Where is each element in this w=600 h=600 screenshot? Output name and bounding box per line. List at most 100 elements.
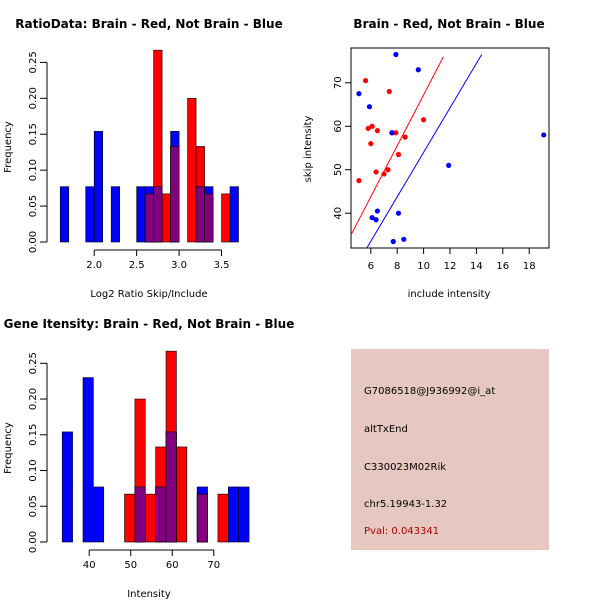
histogram-bar-brain [144,493,156,543]
scatter-point-brain [385,167,391,173]
y-tick-label: 60 [333,120,344,133]
histogram-bar-overlap [165,431,177,543]
scatter-point-brain [381,171,387,177]
intensity-scatter-plot: Brain - Red, Not Brain - Blue 40 50 60 70 6… [303,17,550,300]
histogram-bar-not-brain [110,186,120,243]
histogram-bar-overlap [170,146,180,243]
scatter-x-axis: 6 8 10 12 14 16 18 [368,248,536,272]
scatter-points [356,51,547,245]
histogram-bar-overlap [195,186,205,243]
scatter-point-brain [365,125,371,132]
scatter-point-brain [374,128,380,134]
ratio-histogram-y-axis: 0.00 0.05 0.10 0.15 0.20 0.25 [28,51,48,253]
scatter-point-not-brain [401,236,407,242]
scatter-point-not-brain [415,67,421,73]
y-tick-label: 0.05 [28,495,39,517]
x-tick-label: 70 [207,560,220,571]
scatter-point-not-brain [395,210,402,216]
fit-line-brain [350,56,444,236]
x-tick-label: 16 [496,261,509,272]
intensity-histogram-title: Gene Itensity: Brain - Red, Not Brain - … [4,317,295,331]
scatter-point-not-brain [356,91,362,97]
probe-id-text: G7086518@J936992@i_at [364,386,496,397]
scatter-point-not-brain [366,104,373,110]
scatter-point-not-brain [374,208,380,214]
histogram-bar-not-brain [85,186,95,243]
y-tick-label: 0.10 [28,159,39,181]
x-tick-label: 3.0 [171,260,187,271]
x-tick-label: 14 [470,261,483,272]
intensity-histogram-y-label: Frequency [3,422,14,474]
histogram-bar-not-brain [61,431,73,543]
histogram-bar-not-brain [228,486,239,543]
scatter-y-axis: 40 50 60 70 [333,76,351,220]
y-tick-label: 0.00 [28,531,39,553]
y-tick-label: 0.20 [28,388,39,410]
scatter-title: Brain - Red, Not Brain - Blue [353,17,544,31]
scatter-point-brain [386,88,392,95]
scatter-fit-lines [350,54,483,249]
location-text: chr5.19943-1.32 [364,499,448,510]
scatter-point-not-brain [390,238,396,245]
histogram-bar-not-brain [82,377,94,543]
histogram-bar-overlap [134,486,146,543]
y-tick-label: 0.00 [28,231,39,253]
histogram-bar-not-brain [93,486,105,543]
histogram-bar-brain [161,193,171,243]
histogram-bar-not-brain [93,131,103,243]
intensity-histogram-bars [61,350,250,543]
x-tick-label: 40 [83,560,96,571]
histogram-bar-overlap [153,186,163,243]
scatter-point-brain [356,178,362,184]
y-tick-label: 0.15 [28,123,39,145]
x-tick-label: 60 [166,560,179,571]
y-tick-label: 0.20 [28,87,39,109]
probe-info-panel: G7086518@J936992@i_at altTxEnd C330023M0… [351,349,549,550]
histogram-bar-brain [176,446,188,543]
scatter-point-brain [421,117,427,123]
scatter-point-brain [373,169,379,175]
x-tick-label: 2.5 [129,260,145,271]
scatter-point-brain [368,141,374,147]
pval-text: Pval: 0.043341 [364,526,440,537]
scatter-point-brain [362,78,369,84]
x-tick-label: 10 [417,261,430,272]
x-tick-label: 8 [394,261,400,272]
x-tick-label: 3.5 [214,260,230,271]
scatter-point-not-brain [389,130,395,136]
x-tick-label: 18 [523,261,536,272]
intensity-histogram: Gene Itensity: Brain - Red, Not Brain - … [3,317,294,600]
y-tick-label: 40 [333,207,344,220]
x-tick-label: 6 [368,261,374,272]
ratio-histogram-title: RatioData: Brain - Red, Not Brain - Blue [15,17,282,31]
scatter-y-label: skip intensity [303,116,314,183]
scatter-point-not-brain [369,214,375,221]
y-tick-label: 0.25 [28,352,39,374]
histogram-bar-not-brain [229,186,239,243]
y-tick-label: 0.25 [28,51,39,73]
histogram-bar-brain [221,193,231,243]
y-tick-label: 0.10 [28,459,39,481]
gene-name-text: C330023M02Rik [364,462,447,473]
y-tick-label: 50 [333,163,344,176]
histogram-bar-brain [217,493,229,543]
intensity-histogram-x-axis: 40 50 60 70 [83,549,220,571]
scatter-point-not-brain [393,51,399,58]
x-tick-label: 50 [124,560,137,571]
histogram-bar-brain [124,493,136,543]
intensity-histogram-y-axis: 0.00 0.05 0.10 0.15 0.20 0.25 [28,352,48,553]
ratio-histogram-x-label: Log2 Ratio Skip/Include [90,289,207,300]
y-tick-label: 70 [333,76,344,89]
histogram-bar-not-brain [59,186,70,243]
scatter-point-not-brain [446,162,452,168]
scatter-point-brain [402,134,408,140]
scatter-x-label: include intensity [408,289,491,300]
scatter-point-not-brain [373,217,379,223]
histogram-bar-overlap [204,193,214,243]
histogram-bar-overlap [144,193,154,243]
scatter-point-brain [369,123,375,129]
ratio-histogram-y-label: Frequency [3,121,14,173]
x-tick-label: 2.0 [86,260,102,271]
y-tick-label: 0.05 [28,195,39,217]
